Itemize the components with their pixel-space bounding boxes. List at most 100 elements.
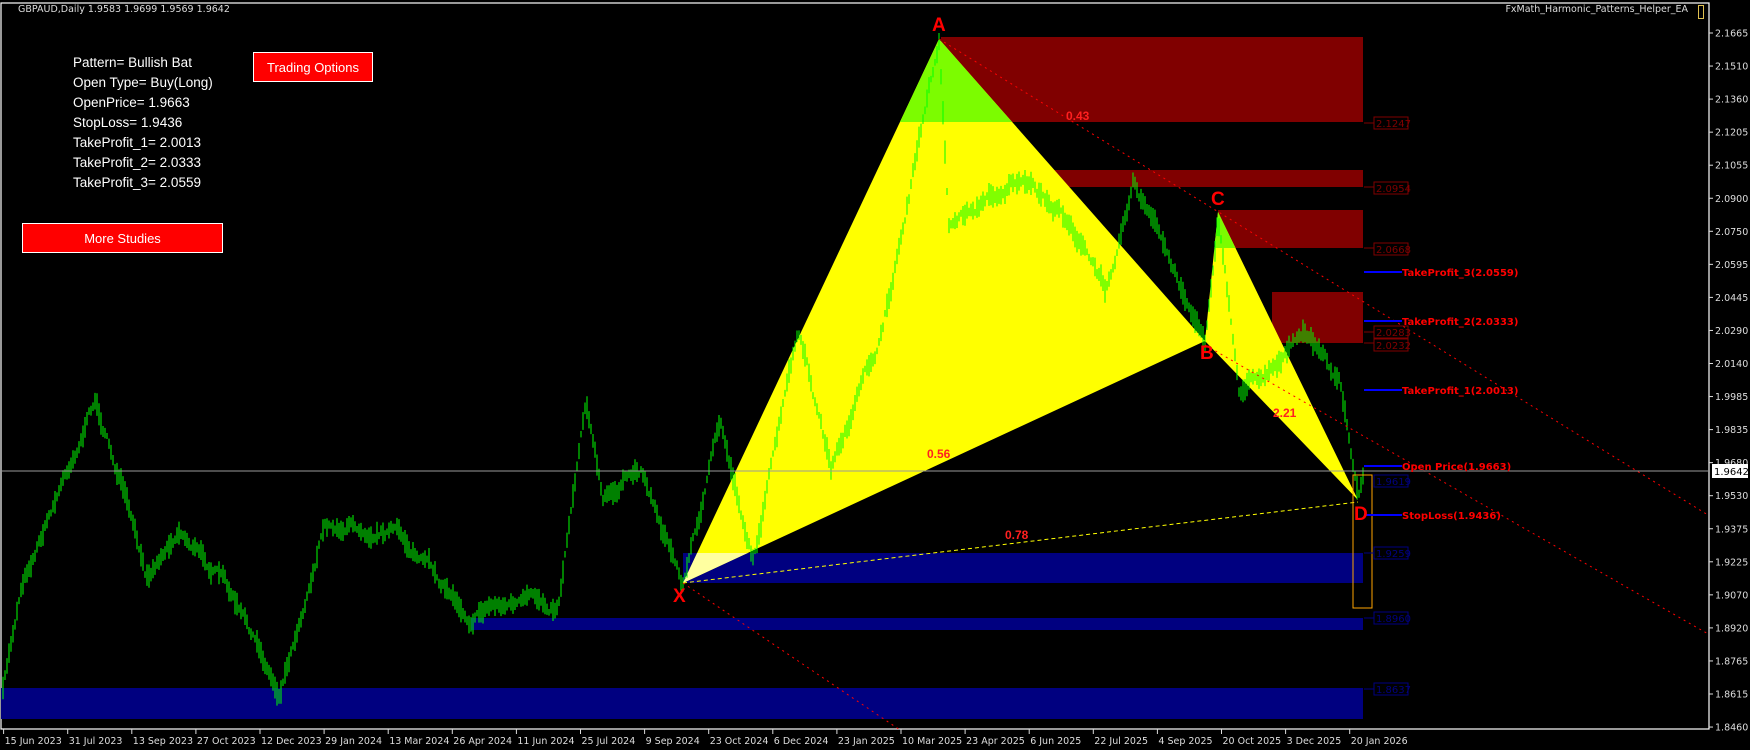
b-trend-line xyxy=(1204,344,1709,636)
price-tick-label: 2.0900 xyxy=(1715,194,1748,205)
zone-label: 1.9619 xyxy=(1376,477,1411,488)
tp1-label: TakeProfit_1(2.0013) xyxy=(1402,386,1518,397)
time-tick-label: 20 Jan 2026 xyxy=(1351,736,1408,747)
price-tick-label: 1.8765 xyxy=(1715,656,1748,667)
point-d-label: D xyxy=(1354,504,1368,525)
zone-label: 2.0283 xyxy=(1376,328,1411,339)
time-tick-label: 23 Jan 2025 xyxy=(838,736,895,747)
support-zone-2 xyxy=(471,618,1363,630)
zone-label: 2.1247 xyxy=(1376,119,1411,130)
pattern-line: Pattern= Bullish Bat xyxy=(73,55,192,70)
time-tick-label: 25 Jul 2024 xyxy=(582,736,636,747)
time-tick-label: 20 Oct 2025 xyxy=(1223,736,1282,747)
open-type-line: Open Type= Buy(Long) xyxy=(73,75,213,90)
price-tick-label: 2.0750 xyxy=(1715,227,1748,238)
price-tick-label: 1.9070 xyxy=(1715,590,1748,601)
ratio-xb-label: 0.56 xyxy=(927,447,951,461)
tp3-label: TakeProfit_3(2.0559) xyxy=(1402,268,1518,279)
d-zone-box xyxy=(1352,474,1373,609)
zone-label: 1.8960 xyxy=(1376,614,1411,625)
pattern-xab-triangle xyxy=(683,39,1205,583)
price-tick-label: 2.0140 xyxy=(1715,359,1748,370)
ratio-bd-label: 2.21 xyxy=(1273,406,1297,420)
pattern-x-tip xyxy=(683,553,748,583)
ratio-ab-label: 0.43 xyxy=(1066,109,1090,123)
resistance-zone-1 xyxy=(941,37,1363,122)
x-trend-line xyxy=(682,582,900,729)
open-price-line: OpenPrice= 1.9663 xyxy=(73,95,190,110)
price-tick-label: 2.1510 xyxy=(1715,62,1748,73)
zone-label: 2.0954 xyxy=(1376,184,1411,195)
price-tick-label: 2.1360 xyxy=(1715,95,1748,106)
chart-frame xyxy=(0,2,1710,730)
time-tick-label: 13 Mar 2024 xyxy=(389,736,449,747)
open-price-label: Open Price(1.9663) xyxy=(1402,462,1511,473)
price-tick-label: 2.0445 xyxy=(1715,293,1748,304)
current-price-text: 1.9642 xyxy=(1714,467,1749,478)
tp2-label: TakeProfit_2(2.0333) xyxy=(1402,317,1518,328)
price-tick-label: 1.9225 xyxy=(1715,557,1748,568)
price-tick-label: 1.9985 xyxy=(1715,392,1748,403)
point-a-label: A xyxy=(932,15,946,36)
time-tick-label: 22 Jul 2025 xyxy=(1094,736,1148,747)
zone-label: 2.0232 xyxy=(1376,341,1411,352)
price-tick-label: 1.8920 xyxy=(1715,623,1748,634)
pattern-info-panel: Pattern= Bullish Bat Open Type= Buy(Long… xyxy=(73,53,213,193)
candles xyxy=(2,33,1364,706)
price-tick-label: 2.1055 xyxy=(1715,161,1748,172)
time-tick-label: 12 Dec 2023 xyxy=(261,736,322,747)
price-tick-label: 2.0290 xyxy=(1715,326,1748,337)
price-tick-label: 1.8460 xyxy=(1715,723,1748,734)
takeprofit-2-line: TakeProfit_2= 2.0333 xyxy=(73,155,201,170)
pattern-c-tip xyxy=(1214,212,1236,248)
price-tick-label: 2.0595 xyxy=(1715,260,1748,271)
resistance-zone-4 xyxy=(1272,292,1363,343)
time-tick-label: 11 Jun 2024 xyxy=(517,736,574,747)
time-tick-label: 15 Jun 2023 xyxy=(5,736,62,747)
point-x-label: X xyxy=(673,586,686,607)
resistance-zone-3 xyxy=(1218,210,1363,248)
price-tick-label: 1.8615 xyxy=(1715,690,1748,701)
symbol-info: GBPAUD,Daily 1.9583 1.9699 1.9569 1.9642 xyxy=(18,4,230,15)
price-tick-label: 1.9680 xyxy=(1715,458,1748,469)
ratio-xd-label: 0.78 xyxy=(1005,528,1029,542)
support-zone-3 xyxy=(1,688,1363,719)
trading-options-button[interactable]: Trading Options xyxy=(253,52,373,82)
support-zone-1 xyxy=(683,553,1363,583)
zone-label: 1.9259 xyxy=(1376,549,1411,560)
expert-smiley-box-icon[interactable] xyxy=(1698,5,1704,19)
zone-label: 1.8637 xyxy=(1376,685,1411,696)
time-tick-label: 13 Sep 2023 xyxy=(133,736,193,747)
resistance-zone-2 xyxy=(1049,170,1363,187)
time-tick-label: 6 Dec 2024 xyxy=(774,736,829,747)
point-b-label: B xyxy=(1200,343,1214,364)
time-tick-label: 4 Sep 2025 xyxy=(1158,736,1212,747)
time-tick-label: 9 Sep 2024 xyxy=(646,736,700,747)
price-tick-label: 1.9530 xyxy=(1715,491,1748,502)
pattern-a-tip xyxy=(899,39,1013,122)
takeprofit-1-line: TakeProfit_1= 2.0013 xyxy=(73,135,201,150)
current-price-badge xyxy=(1712,464,1748,478)
takeprofit-3-line: TakeProfit_3= 2.0559 xyxy=(73,175,201,190)
point-c-label: C xyxy=(1211,189,1225,210)
time-tick-label: 27 Oct 2023 xyxy=(197,736,256,747)
support-labels: 1.9619 1.9259 1.8960 1.8637 xyxy=(1364,474,1411,696)
time-tick-label: 23 Apr 2025 xyxy=(966,736,1025,747)
xd-dotted-line xyxy=(682,501,1359,584)
time-tick-label: 6 Jun 2025 xyxy=(1030,736,1081,747)
price-tick-label: 2.1205 xyxy=(1715,128,1748,139)
time-axis[interactable]: 15 Jun 2023 31 Jul 2023 13 Sep 2023 27 Oct … xyxy=(3,729,1408,747)
resistance-labels: 2.1247 2.0954 2.0668 2.0283 2.0232 xyxy=(1364,116,1411,352)
time-tick-label: 29 Jan 2024 xyxy=(325,736,382,747)
price-tick-label: 1.9375 xyxy=(1715,524,1748,535)
price-tick-label: 2.1665 xyxy=(1715,29,1748,40)
ea-name: FxMath_Harmonic_Patterns_Helper_EA xyxy=(1505,4,1688,15)
time-tick-label: 23 Oct 2024 xyxy=(710,736,769,747)
time-tick-label: 26 Apr 2024 xyxy=(453,736,512,747)
price-axis[interactable]: 2.1665 2.1510 2.1360 2.1205 2.1055 2.0900 2.07… xyxy=(1709,29,1748,734)
price-tick-label: 1.9835 xyxy=(1715,425,1748,436)
more-studies-button[interactable]: More Studies xyxy=(22,223,223,253)
stoploss-label: StopLoss(1.9436) xyxy=(1402,511,1501,522)
time-tick-label: 31 Jul 2023 xyxy=(69,736,123,747)
